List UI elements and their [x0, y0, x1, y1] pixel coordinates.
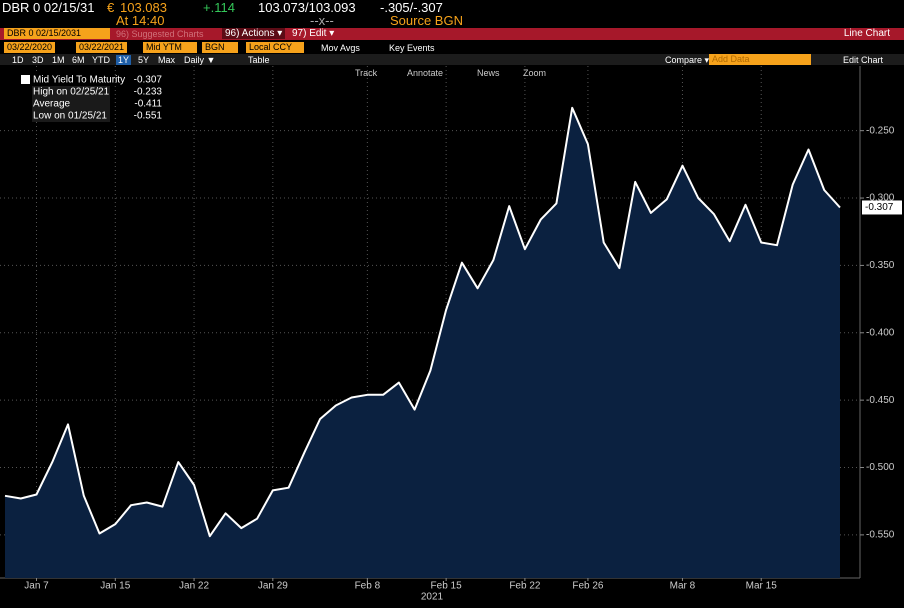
y-tick-label: -0.300: [866, 193, 895, 204]
add-data[interactable]: Add Data: [709, 54, 811, 65]
chart-tool[interactable]: Zoom: [523, 68, 547, 78]
source: Source BGN: [390, 13, 463, 28]
line: [4, 106, 841, 538]
period-button[interactable]: 1M: [52, 55, 65, 65]
x-tick-label: Mar 8: [670, 581, 696, 592]
x-tick-label: Feb 22: [509, 581, 541, 592]
time: At 14:40: [116, 13, 165, 28]
edit-chart[interactable]: Edit Chart: [843, 55, 884, 65]
area-fill: [5, 107, 840, 579]
actions-menu[interactable]: 96) Actions ▾: [222, 28, 286, 39]
change: +.114: [203, 0, 235, 15]
x-tick-label: Jan 15: [100, 581, 130, 592]
start-date[interactable]: 03/22/2020: [4, 42, 56, 53]
end-date[interactable]: 03/22/2021: [76, 42, 128, 53]
chart-tool[interactable]: News: [477, 68, 500, 78]
chart-tool[interactable]: Track: [355, 68, 378, 78]
x-tick-label: Feb 26: [572, 581, 604, 592]
frequency[interactable]: Daily ▼: [184, 55, 216, 65]
legend-value: -0.233: [134, 87, 163, 98]
y-tick-label: -0.450: [866, 395, 895, 406]
y-tick-label: -0.500: [866, 462, 895, 473]
currency: €: [107, 0, 115, 15]
period-button[interactable]: 5Y: [138, 55, 150, 65]
period-button[interactable]: Max: [158, 55, 176, 65]
compare[interactable]: Compare ▾: [665, 55, 710, 65]
field[interactable]: Mid YTM: [143, 42, 197, 53]
suggested-charts[interactable]: 96) Suggested Charts: [116, 29, 204, 39]
pricing-source[interactable]: BGN: [202, 42, 238, 53]
x-tick-label: Jan 7: [24, 581, 49, 592]
legend-label-bg: [32, 98, 110, 110]
period-button[interactable]: 1Y: [116, 55, 132, 65]
edit-menu[interactable]: 97) Edit ▾: [292, 28, 335, 39]
x-tick-label: Jan 22: [179, 581, 209, 592]
legend-label: Mid Yield To Maturity: [33, 75, 125, 86]
bid-ask: 103.073/103.093: [258, 0, 356, 15]
legend-value: -0.411: [134, 99, 162, 110]
key-events[interactable]: Key Events: [389, 43, 435, 53]
x-tick-label: Mar 15: [746, 581, 778, 592]
legend-swatch: [21, 75, 30, 84]
legend: Mid Yield To Maturity -0.307 High on 02/25…: [21, 74, 162, 122]
period-button[interactable]: 3D: [32, 55, 44, 65]
x-tick-label: Feb 15: [431, 581, 463, 592]
table-button[interactable]: Table: [248, 55, 270, 65]
period-bar: [0, 54, 904, 65]
view-name: Line Chart: [843, 28, 890, 39]
legend-label: Average: [33, 99, 71, 110]
legend-label-bg: [32, 74, 110, 86]
x-tick-label: Feb 8: [355, 581, 381, 592]
y-tick-label: -0.350: [866, 260, 895, 271]
y-tick-label: -0.250: [866, 125, 895, 136]
last-value-box: [862, 200, 902, 215]
legend-label-bg: [32, 86, 110, 98]
last-value-label: -0.307: [865, 202, 894, 213]
legend-value: -0.551: [134, 111, 163, 122]
legend-value: -0.307: [134, 75, 163, 86]
period-button[interactable]: 6M: [72, 55, 85, 65]
legend-label-bg: [32, 110, 110, 122]
size: --x--: [310, 13, 334, 28]
period-button[interactable]: 1D: [12, 55, 24, 65]
x-tick-label: Jan 29: [258, 581, 288, 592]
x-axis-label: 2021: [421, 592, 444, 603]
y-tick-label: -0.550: [866, 530, 895, 541]
mov-avgs[interactable]: Mov Avgs: [321, 43, 360, 53]
security-field[interactable]: DBR 0 02/15/2031: [4, 28, 110, 39]
chart-tool[interactable]: Annotate: [407, 68, 444, 78]
period-button[interactable]: YTD: [92, 55, 110, 65]
yield: -.305/-.307: [380, 0, 443, 15]
ticker: DBR 0 02/15/31: [2, 0, 95, 15]
price: 103.083: [120, 0, 167, 15]
currency-field[interactable]: Local CCY: [246, 42, 304, 53]
legend-label: High on 02/25/21: [33, 87, 110, 98]
legend-label: Low on 01/25/21: [33, 111, 107, 122]
y-tick-label: -0.400: [866, 327, 895, 338]
